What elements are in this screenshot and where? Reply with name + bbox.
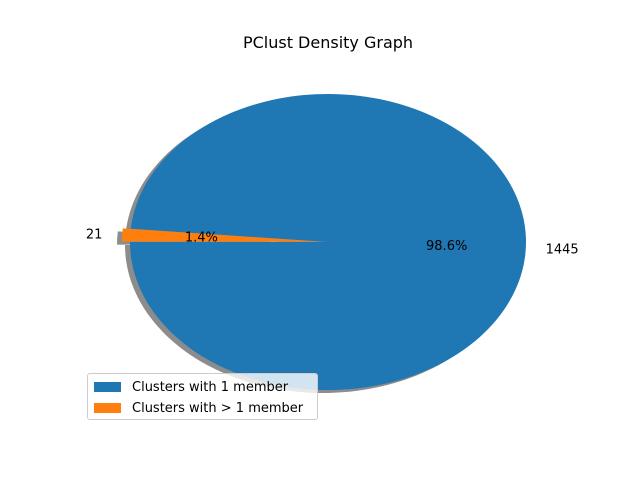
pie-slice-1: [122, 228, 321, 242]
pie-value-label-1: 21: [86, 227, 103, 242]
pie-value-label-0: 1445: [546, 242, 579, 257]
legend-entry-multi: Clusters with > 1 member: [94, 400, 303, 416]
legend-label-single: Clusters with 1 member: [132, 379, 289, 395]
legend-entry-single: Clusters with 1 member: [94, 379, 288, 395]
legend-label-multi: Clusters with > 1 member: [132, 400, 304, 416]
pie-percent-label-1: 1.4%: [185, 231, 218, 246]
pie-percent-label-0: 98.6%: [426, 239, 467, 254]
legend: Clusters with 1 member Clusters with > 1…: [87, 373, 318, 420]
legend-swatch-single: [94, 382, 121, 392]
chart-title: PClust Density Graph: [242, 33, 414, 52]
legend-swatch-multi: [94, 403, 121, 413]
pie-slice-0: [130, 93, 526, 390]
